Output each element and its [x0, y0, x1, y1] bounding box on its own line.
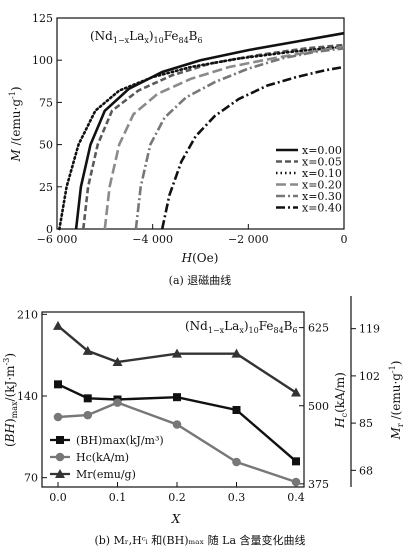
y-tick-label-a: 0 — [46, 223, 53, 236]
data-point-circle — [53, 412, 63, 422]
series-line-x=0.30 — [134, 47, 345, 230]
data-point-square — [292, 457, 300, 466]
data-point-circle — [113, 398, 122, 407]
y-tick-label-b-hc: 500 — [308, 400, 329, 413]
annotation-a: (Nd1−xLax)10Fe84B6 — [90, 29, 203, 45]
legend-label-b: Mr(emu/g) — [76, 468, 136, 481]
data-point-triangle — [112, 357, 123, 366]
plot-frame-a — [56, 17, 345, 230]
x-axis-label-a: H(Oe) — [181, 251, 219, 265]
x-axis-label-b: X — [171, 512, 181, 526]
x-tick-label-b: 0.2 — [168, 491, 186, 504]
y-tick-label-b-mr: 119 — [359, 323, 380, 336]
y-tick-label-a: 75 — [39, 96, 53, 109]
data-point-square — [232, 406, 241, 414]
y-tick-label-b-left: 140 — [17, 390, 38, 403]
x-tick-label-a: 0 — [341, 233, 348, 246]
y-tick-label-b-mr: 68 — [359, 464, 373, 477]
legend-marker-circle — [55, 452, 65, 462]
data-point-circle — [232, 457, 241, 467]
panel-a: 0 25 50 75 100 125 −6 000 −4 000 −2 000 0 (Nd1−xL… — [8, 12, 348, 287]
y-axis-label-b-hc: Hc(kA/m) — [333, 372, 349, 429]
series-line-x=0.40 — [160, 65, 345, 230]
y-tick-label-b-mr: 85 — [359, 417, 373, 430]
legend-label-a: x=0.05 — [302, 156, 342, 169]
data-point-circle — [83, 410, 93, 420]
legend-marker-square — [56, 436, 64, 444]
data-point-square — [54, 380, 62, 389]
data-point-triangle — [231, 348, 242, 358]
y-axis-label-b-left: (BH)max/(kJ·m-3) — [2, 353, 19, 447]
y-tick-label-b-left: 70 — [24, 472, 38, 485]
caption-a: (a) 退磁曲线 — [169, 273, 232, 287]
caption-b: (b) Mᵣ,Hᶜᵢ 和(BH)ₘₐₓ 随 La 含量变化曲线 — [94, 533, 305, 547]
series-line-circle — [57, 401, 297, 484]
legend-label-a: x=0.10 — [302, 167, 342, 180]
y-tick-label-b-mr: 102 — [359, 370, 380, 383]
legend-label-a: x=0.30 — [302, 190, 342, 203]
annotation-b: (Nd1−xLax)10Fe84B6 — [185, 319, 298, 335]
legend-label-b: Hc(kA/m) — [76, 451, 129, 464]
plot-frame-b — [41, 311, 305, 488]
y-tick-label-b-hc: 375 — [308, 478, 329, 491]
data-point-square — [83, 394, 92, 403]
series-line-x=0.20 — [103, 45, 345, 230]
y-tick-label-a: 25 — [39, 181, 53, 194]
legend-label-a: x=0.00 — [302, 144, 342, 157]
data-point-triangle — [291, 387, 301, 397]
x-tick-label-a: −6 000 — [37, 233, 78, 246]
y-tick-label-b-left: 210 — [17, 308, 38, 321]
series-line-x=0.10 — [58, 45, 346, 231]
legend-marker-triangle — [55, 469, 65, 478]
x-tick-label-b: 0.4 — [287, 491, 305, 504]
x-tick-label-b: 0.3 — [228, 491, 246, 504]
y-tick-label-a: 100 — [32, 54, 53, 67]
series-line-triangle — [57, 324, 297, 394]
series-line-square — [57, 383, 297, 463]
x-tick-label-a: −4 000 — [132, 233, 173, 246]
data-point-circle — [172, 420, 182, 429]
data-point-triangle — [82, 345, 93, 355]
y-axis-label-b-mr: Mr /(emu·g-1) — [388, 361, 405, 441]
x-tick-label-b: 0.1 — [109, 491, 127, 504]
x-tick-label-a: −2 000 — [228, 233, 269, 246]
y-tick-label-b-hc: 625 — [308, 322, 329, 335]
y-tick-label-a: 50 — [39, 139, 53, 152]
data-point-circle — [291, 477, 301, 487]
data-point-square — [173, 393, 181, 402]
panel-b: 0.0 0.1 0.2 0.3 0.4 70 140 210 375 500 625 68 85 102 1… — [2, 296, 405, 547]
x-tick-label-b: 0.0 — [49, 491, 67, 504]
legend-label-a: x=0.40 — [302, 202, 342, 215]
y-axis-label-a: M /(emu·g-1) — [8, 86, 23, 162]
series-line-x=0.05 — [82, 43, 345, 230]
data-point-triangle — [172, 348, 182, 358]
legend-label-a: x=0.20 — [302, 179, 342, 192]
legend-label-b: (BH)max(kJ/m³) — [76, 434, 164, 447]
data-point-triangle — [53, 320, 63, 330]
y-tick-label-a: 125 — [32, 12, 53, 25]
